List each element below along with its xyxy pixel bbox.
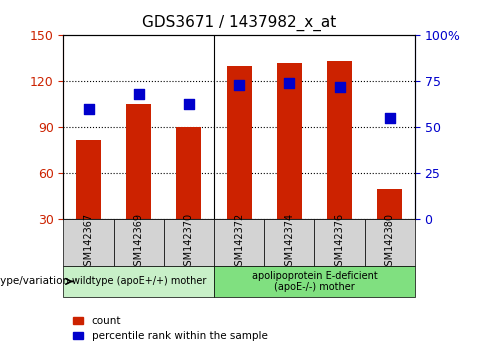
FancyBboxPatch shape bbox=[214, 266, 415, 297]
Bar bbox=[226, 66, 252, 219]
Bar bbox=[377, 189, 402, 219]
Text: GSM142374: GSM142374 bbox=[285, 213, 294, 272]
Bar bbox=[277, 63, 302, 219]
FancyBboxPatch shape bbox=[264, 219, 314, 266]
Point bbox=[84, 106, 92, 112]
Point bbox=[285, 80, 293, 86]
FancyBboxPatch shape bbox=[63, 266, 214, 297]
FancyBboxPatch shape bbox=[114, 219, 164, 266]
FancyBboxPatch shape bbox=[214, 219, 264, 266]
Point bbox=[135, 91, 142, 97]
Point bbox=[336, 84, 344, 90]
FancyBboxPatch shape bbox=[365, 219, 415, 266]
Text: GSM142370: GSM142370 bbox=[184, 213, 194, 272]
Text: GSM142380: GSM142380 bbox=[385, 213, 395, 272]
Bar bbox=[76, 140, 101, 219]
Text: GSM142372: GSM142372 bbox=[234, 213, 244, 272]
Text: GSM142367: GSM142367 bbox=[83, 213, 94, 272]
FancyBboxPatch shape bbox=[63, 219, 114, 266]
Text: apolipoprotein E-deficient
(apoE-/-) mother: apolipoprotein E-deficient (apoE-/-) mot… bbox=[251, 270, 377, 292]
Point bbox=[386, 115, 394, 121]
Point bbox=[185, 101, 193, 106]
Bar bbox=[126, 104, 151, 219]
Point bbox=[235, 82, 243, 88]
Legend: count, percentile rank within the sample: count, percentile rank within the sample bbox=[69, 312, 272, 345]
Bar bbox=[327, 62, 352, 219]
Bar bbox=[176, 127, 202, 219]
FancyBboxPatch shape bbox=[164, 219, 214, 266]
Text: GSM142369: GSM142369 bbox=[134, 213, 144, 272]
FancyBboxPatch shape bbox=[314, 219, 365, 266]
Text: wildtype (apoE+/+) mother: wildtype (apoE+/+) mother bbox=[72, 276, 206, 286]
Text: genotype/variation: genotype/variation bbox=[0, 276, 70, 286]
Text: GSM142376: GSM142376 bbox=[334, 213, 345, 272]
Title: GDS3671 / 1437982_x_at: GDS3671 / 1437982_x_at bbox=[142, 15, 336, 31]
